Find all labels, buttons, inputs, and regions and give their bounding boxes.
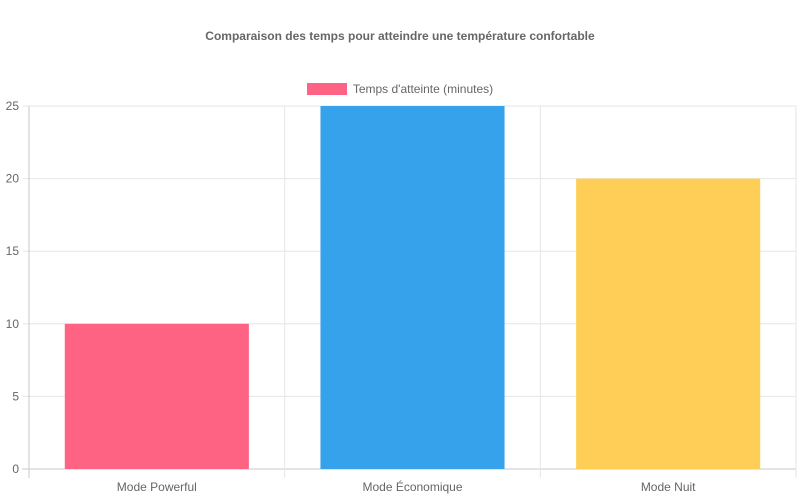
bar — [320, 106, 505, 469]
chart-title: Comparaison des temps pour atteindre une… — [205, 29, 595, 43]
bar — [64, 323, 249, 469]
bar — [576, 178, 761, 469]
y-tick-label: 25 — [6, 99, 20, 113]
x-tick-label: Mode Économique — [362, 479, 462, 494]
x-tick-label: Mode Nuit — [641, 480, 696, 494]
y-tick-label: 20 — [6, 172, 20, 186]
y-tick-label: 0 — [12, 462, 19, 476]
x-tick-label: Mode Powerful — [117, 480, 197, 494]
legend-label: Temps d'atteinte (minutes) — [352, 82, 494, 96]
legend[interactable]: Temps d'atteinte (minutes) — [0, 82, 800, 96]
y-tick-label: 15 — [6, 244, 20, 258]
y-tick-label: 5 — [12, 389, 19, 403]
legend-swatch — [306, 83, 347, 95]
y-tick-label: 10 — [6, 317, 20, 331]
